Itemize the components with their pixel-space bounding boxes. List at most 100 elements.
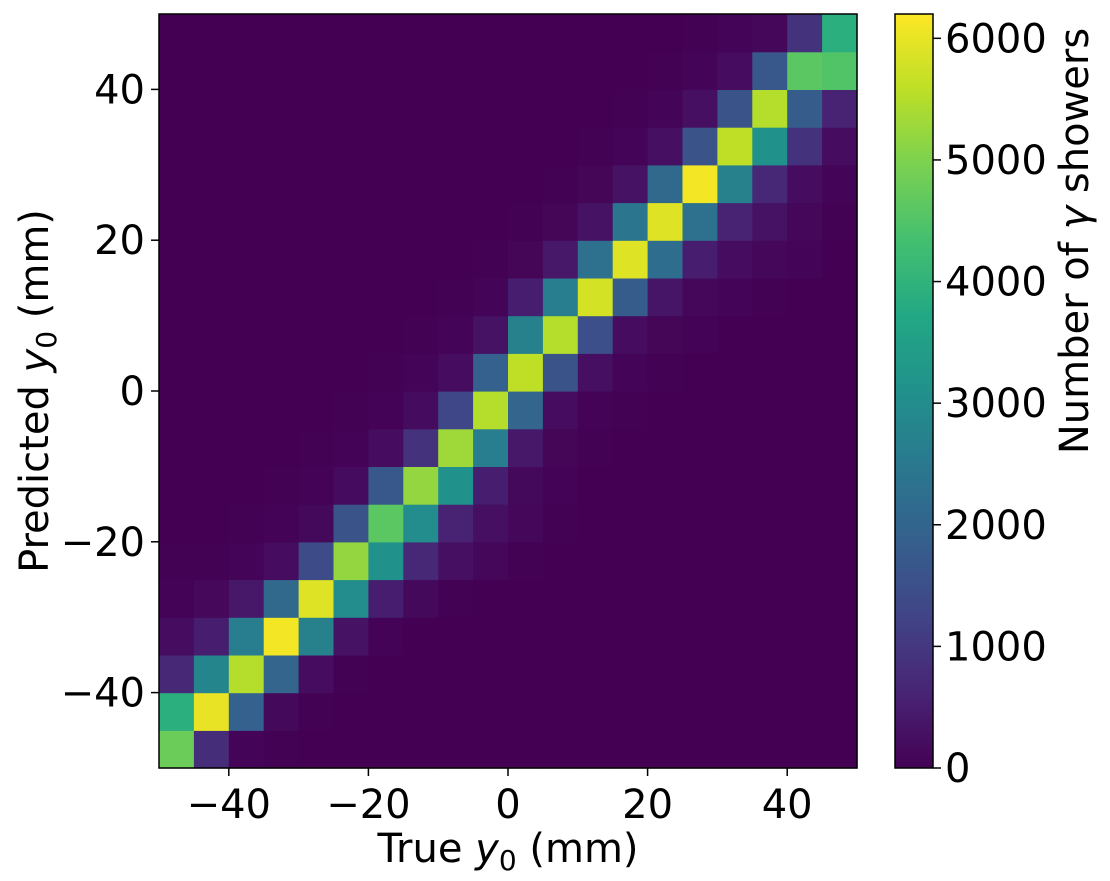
- heatmap-cell: [263, 730, 300, 769]
- heatmap-cell: [787, 579, 823, 618]
- heatmap-cell: [612, 127, 649, 166]
- heatmap-cell: [787, 466, 823, 505]
- heatmap-cell: [438, 617, 474, 656]
- heatmap-cell: [612, 617, 649, 656]
- heatmap-cell: [263, 127, 300, 166]
- heatmap-cell: [193, 504, 230, 543]
- heatmap-cell: [368, 89, 404, 128]
- heatmap-cell: [717, 466, 753, 505]
- heatmap-cell: [473, 202, 509, 241]
- heatmap-cell: [159, 466, 195, 505]
- heatmap-cell: [368, 391, 404, 430]
- heatmap-cell: [612, 353, 649, 392]
- heatmap-cell: [368, 504, 404, 543]
- heatmap-cell: [508, 240, 544, 279]
- heatmap-cell: [368, 579, 404, 618]
- heatmap-cell: [612, 164, 649, 204]
- heatmap-cell: [159, 730, 195, 769]
- heatmap-cell: [508, 164, 544, 204]
- heatmap-cell: [647, 617, 684, 656]
- heatmap-cell: [752, 14, 788, 53]
- heatmap-cell: [577, 164, 614, 204]
- heatmap-cell: [612, 51, 649, 90]
- heatmap-cell: [438, 428, 474, 467]
- heatmap-cell: [612, 466, 649, 505]
- heatmap-cell: [577, 89, 614, 128]
- heatmap-cell: [787, 730, 823, 769]
- heatmap-cell: [682, 315, 718, 354]
- heatmap-cell: [717, 391, 753, 430]
- heatmap-cell: [403, 654, 439, 694]
- heatmap-cell: [298, 428, 335, 467]
- heatmap-cell: [473, 353, 509, 392]
- heatmap-cell: [577, 202, 614, 241]
- heatmap-cell: [298, 504, 335, 543]
- heatmap-cell: [787, 14, 823, 53]
- colorbar-tick-label: 3000: [945, 381, 1047, 427]
- heatmap-cell: [822, 14, 858, 53]
- heatmap-cell: [542, 654, 579, 694]
- heatmap-cell: [542, 240, 579, 279]
- heatmap-cell: [542, 277, 579, 317]
- heatmap-cell: [612, 692, 649, 731]
- heatmap-cell: [438, 202, 474, 241]
- heatmap-cell: [263, 541, 300, 581]
- x-axis-label: True y0 (mm): [376, 826, 638, 877]
- heatmap-cell: [682, 654, 718, 694]
- heatmap-cell: [822, 164, 858, 204]
- heatmap-cell: [787, 617, 823, 656]
- y-tick-label: −20: [61, 520, 145, 566]
- heatmap-cell: [193, 391, 230, 430]
- heatmap-cell: [612, 277, 649, 317]
- heatmap-cell: [159, 579, 195, 618]
- colorbar-tick-label: 4000: [945, 260, 1047, 306]
- heatmap-cell: [368, 466, 404, 505]
- heatmap-cell: [298, 127, 335, 166]
- heatmap-cell: [577, 51, 614, 90]
- heatmap-cell: [577, 504, 614, 543]
- heatmap-cell: [438, 164, 474, 204]
- heatmap-cell: [752, 89, 788, 128]
- heatmap-cell: [682, 730, 718, 769]
- heatmap-cell: [228, 315, 265, 354]
- heatmap-cell: [577, 315, 614, 354]
- heatmap-cell: [717, 14, 753, 53]
- heatmap-cells: [159, 14, 858, 769]
- heatmap-cell: [193, 315, 230, 354]
- heatmap-cell: [368, 240, 404, 279]
- heatmap-cell: [333, 164, 369, 204]
- heatmap-cell: [368, 654, 404, 694]
- heatmap-cell: [228, 617, 265, 656]
- heatmap-cell: [577, 14, 614, 53]
- heatmap-cell: [159, 14, 195, 53]
- heatmap-cell: [368, 315, 404, 354]
- heatmap-cell: [577, 391, 614, 430]
- heatmap-cell: [333, 277, 369, 317]
- y-tick-label: 20: [94, 218, 145, 264]
- heatmap-cell: [822, 277, 858, 317]
- heatmap-cell: [682, 692, 718, 731]
- heatmap-cell: [228, 692, 265, 731]
- heatmap-cell: [298, 89, 335, 128]
- heatmap-cell: [263, 164, 300, 204]
- heatmap-cell: [333, 14, 369, 53]
- heatmap-cell: [752, 164, 788, 204]
- heatmap-cell: [159, 692, 195, 731]
- heatmap-cell: [193, 89, 230, 128]
- heatmap-cell: [368, 353, 404, 392]
- heatmap-cell: [159, 51, 195, 90]
- heatmap-cell: [542, 730, 579, 769]
- heatmap-cell: [333, 692, 369, 731]
- heatmap-cell: [333, 730, 369, 769]
- heatmap-cell: [438, 504, 474, 543]
- heatmap-cell: [263, 692, 300, 731]
- heatmap-cell: [682, 202, 718, 241]
- heatmap-cell: [193, 353, 230, 392]
- heatmap-cell: [438, 14, 474, 53]
- heatmap-cell: [159, 541, 195, 581]
- heatmap-cell: [193, 240, 230, 279]
- heatmap-cell: [787, 504, 823, 543]
- heatmap-cell: [647, 466, 684, 505]
- heatmap-cell: [193, 127, 230, 166]
- heatmap-cell: [822, 692, 858, 731]
